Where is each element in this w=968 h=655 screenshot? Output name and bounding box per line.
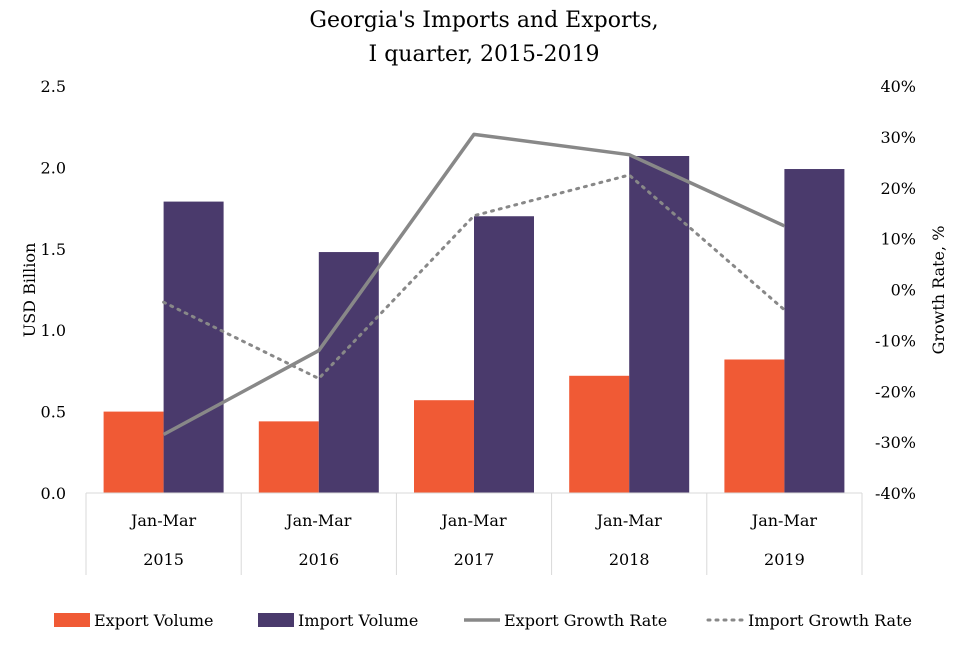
- y-tick-label: 0.0: [41, 484, 66, 503]
- category-period-label: Jan-Mar: [284, 511, 352, 530]
- legend-swatch-import-volume: [258, 613, 294, 627]
- y2-tick-label: -20%: [875, 382, 916, 401]
- export-bar: [414, 400, 474, 493]
- y2-tick-label: 40%: [880, 77, 916, 96]
- y2-tick-label: 20%: [880, 179, 916, 198]
- y-tick-label: 0.5: [41, 403, 66, 422]
- chart-title-line-1: Georgia's Imports and Exports,: [309, 8, 658, 33]
- legend-swatch-export-volume: [54, 613, 90, 627]
- export-bar: [103, 411, 164, 493]
- category-year-label: 2018: [609, 550, 650, 569]
- chart-title-line-2: I quarter, 2015-2019: [369, 42, 600, 67]
- category-period-label: Jan-Mar: [129, 511, 197, 530]
- y-tick-label: 1.0: [41, 321, 66, 340]
- category-year-label: 2017: [454, 550, 495, 569]
- y-axis-ticks: 0.0 0.5 1.0 1.5 2.0 2.5: [41, 77, 66, 503]
- bars: [103, 156, 845, 494]
- category-period-label: Jan-Mar: [595, 511, 663, 530]
- export-bar: [724, 359, 785, 493]
- legend: Export Volume Import Volume Export Growth …: [54, 611, 912, 630]
- y-tick-label: 1.5: [41, 240, 66, 259]
- export-growth-line: [162, 132, 786, 437]
- y-tick-label: 2.0: [41, 158, 66, 177]
- legend-label-export-growth: Export Growth Rate: [504, 611, 667, 630]
- export-bar: [569, 375, 630, 493]
- y2-axis-label: Growth Rate, %: [929, 226, 948, 355]
- y2-tick-label: 30%: [880, 128, 916, 147]
- y2-tick-label: 0%: [891, 281, 916, 300]
- y2-tick-label: -40%: [875, 484, 916, 503]
- y-tick-label: 2.5: [41, 77, 66, 96]
- growth-lines: [162, 132, 786, 437]
- category-year-label: 2019: [764, 550, 805, 569]
- legend-label-export-volume: Export Volume: [94, 611, 214, 630]
- y-axis-label: USD Billion: [20, 243, 39, 338]
- category-axis: Jan-Mar 2015 Jan-Mar 2016 Jan-Mar 2017 Jan-Mar…: [85, 492, 863, 575]
- category-period-label: Jan-Mar: [439, 511, 507, 530]
- import-growth-line: [162, 173, 786, 381]
- y2-axis-ticks: -40% -30% -20% -10% 0% 10% 20% 30% 40%: [875, 77, 916, 503]
- import-bar: [163, 201, 224, 493]
- export-bar: [258, 421, 319, 493]
- import-bar: [474, 216, 534, 494]
- import-bar: [318, 252, 379, 493]
- legend-label-import-volume: Import Volume: [298, 611, 418, 630]
- y2-tick-label: -10%: [875, 331, 916, 350]
- category-period-label: Jan-Mar: [750, 511, 818, 530]
- category-year-label: 2015: [143, 550, 184, 569]
- y2-tick-label: -30%: [875, 433, 916, 452]
- y2-tick-label: 10%: [880, 230, 916, 249]
- import-bar: [784, 169, 845, 493]
- legend-label-import-growth: Import Growth Rate: [748, 611, 912, 630]
- import-bar: [629, 156, 690, 493]
- category-year-label: 2016: [298, 550, 339, 569]
